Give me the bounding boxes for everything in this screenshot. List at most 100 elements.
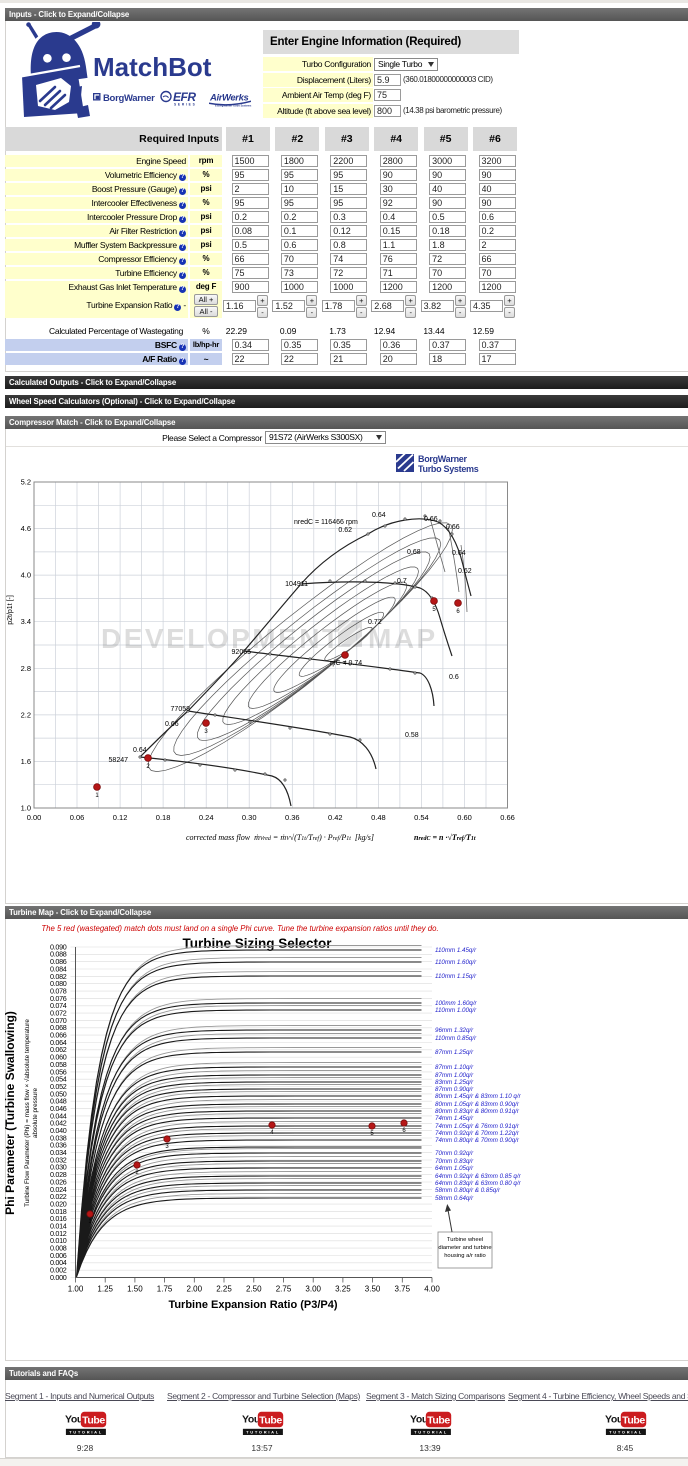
svg-text:2: 2 — [135, 1170, 139, 1176]
svg-text:0.018: 0.018 — [50, 1207, 67, 1216]
svg-text:Turbine Flow Parameter (Phi) =: Turbine Flow Parameter (Phi) = mass flow… — [24, 1019, 31, 1207]
svg-text:0.074: 0.074 — [50, 1001, 67, 1010]
svg-text:4.00: 4.00 — [424, 1285, 440, 1294]
svg-text:58247: 58247 — [109, 757, 129, 764]
svg-text:110mm 1.60q/r: 110mm 1.60q/r — [435, 959, 477, 966]
svg-text:0.006: 0.006 — [50, 1251, 67, 1260]
svg-text:0.088: 0.088 — [50, 950, 67, 959]
svg-text:0.008: 0.008 — [50, 1244, 67, 1253]
svg-text:110mm 1.15q/r: 110mm 1.15q/r — [435, 973, 477, 980]
svg-text:Turbine Sizing Selector: Turbine Sizing Selector — [182, 936, 332, 951]
svg-text:64mm 1.05q/r: 64mm 1.05q/r — [435, 1165, 474, 1172]
svg-text:EFR: EFR — [173, 90, 196, 104]
svg-text:0.004: 0.004 — [50, 1258, 67, 1267]
svg-text:DEVELOPMENT: DEVELOPMENT — [101, 623, 342, 654]
svg-text:0.038: 0.038 — [50, 1133, 67, 1142]
svg-text:absolute pressure: absolute pressure — [32, 1087, 39, 1138]
svg-text:110mm 1.45q/r: 110mm 1.45q/r — [435, 947, 477, 954]
svg-text:0.066: 0.066 — [50, 1031, 67, 1040]
svg-text:87mm 0.90q/r: 87mm 0.90q/r — [435, 1086, 474, 1093]
svg-text:2.25: 2.25 — [216, 1285, 232, 1294]
svg-text:0.042: 0.042 — [50, 1119, 67, 1128]
svg-text:2: 2 — [146, 764, 150, 770]
svg-text:ηiC = 0.74: ηiC = 0.74 — [330, 660, 362, 667]
svg-text:Turbine Expansion Ratio (P3/P4: Turbine Expansion Ratio (P3/P4) — [168, 1299, 337, 1311]
svg-text:74mm 0.92q/r & 70mm 1.22q/r: 74mm 0.92q/r & 70mm 1.22q/r — [435, 1130, 520, 1137]
svg-text:80mm 0.83q/r & 80mm 0.91q/r: 80mm 0.83q/r & 80mm 0.91q/r — [435, 1108, 520, 1115]
svg-text:74mm 0.80q/r & 70mm 0.90q/r: 74mm 0.80q/r & 70mm 0.90q/r — [435, 1137, 520, 1144]
svg-text:0.06: 0.06 — [70, 813, 85, 822]
svg-text:3: 3 — [165, 1144, 169, 1150]
svg-text:1.50: 1.50 — [127, 1285, 143, 1294]
svg-text:4: 4 — [343, 661, 347, 667]
svg-text:6: 6 — [456, 609, 460, 615]
svg-text:corrected mass flow ṁVred = ṁ: corrected mass flow ṁVred = ṁV√(T1t/Tref… — [186, 833, 374, 842]
svg-text:0.002: 0.002 — [50, 1266, 67, 1275]
svg-text:83mm 1.25q/r: 83mm 1.25q/r — [435, 1079, 474, 1086]
svg-text:3.75: 3.75 — [395, 1285, 411, 1294]
svg-text:0.076: 0.076 — [50, 994, 67, 1003]
svg-text:TUTORIAL: TUTORIAL — [69, 1430, 103, 1435]
svg-text:4.0: 4.0 — [21, 571, 31, 580]
svg-text:0.058: 0.058 — [50, 1060, 67, 1069]
svg-text:AirWerks: AirWerks — [209, 93, 248, 104]
svg-text:74mm 1.05q/r & 76mm 0.91q/r: 74mm 1.05q/r & 76mm 0.91q/r — [435, 1123, 520, 1130]
svg-text:housing a/r ratio: housing a/r ratio — [444, 1253, 486, 1259]
svg-text:3.25: 3.25 — [335, 1285, 351, 1294]
svg-text:64mm 0.83q/r & 63mm 0.80 q/r: 64mm 0.83q/r & 63mm 0.80 q/r — [435, 1180, 522, 1187]
svg-text:The 5 red (wastegated) match d: The 5 red (wastegated) match dots must l… — [41, 924, 438, 933]
svg-text:TUTORIAL: TUTORIAL — [414, 1430, 448, 1435]
svg-text:0.62: 0.62 — [338, 527, 352, 534]
svg-text:100mm 1.60q/r: 100mm 1.60q/r — [435, 1000, 478, 1007]
svg-text:0.022: 0.022 — [50, 1192, 67, 1201]
svg-text:You: You — [605, 1414, 623, 1426]
svg-text:0.7: 0.7 — [397, 578, 407, 585]
svg-text:92065: 92065 — [232, 649, 252, 656]
svg-text:58mm 0.80q/r & 0.85q/r: 58mm 0.80q/r & 0.85q/r — [435, 1187, 501, 1194]
svg-text:a BorgWarner Turbo Systems: a BorgWarner Turbo Systems — [215, 103, 252, 107]
svg-text:0.032: 0.032 — [50, 1155, 67, 1164]
svg-text:2.50: 2.50 — [246, 1285, 262, 1294]
svg-text:6: 6 — [402, 1128, 406, 1134]
svg-text:0.070: 0.070 — [50, 1016, 67, 1025]
svg-text:Phi Parameter (Turbine Swallow: Phi Parameter (Turbine Swallowing) — [3, 1011, 17, 1215]
svg-text:p2t/p1t [-]: p2t/p1t [-] — [7, 595, 14, 625]
svg-text:0.044: 0.044 — [50, 1111, 67, 1120]
svg-text:nredC = n ·√Tref/T1t: nredC = n ·√Tref/T1t — [414, 833, 476, 842]
svg-text:0.58: 0.58 — [405, 732, 419, 739]
svg-text:0.18: 0.18 — [156, 813, 171, 822]
svg-text:110mm 1.00q/r: 110mm 1.00q/r — [435, 1007, 477, 1014]
svg-text:77058: 77058 — [171, 706, 191, 713]
svg-text:SERIES: SERIES — [174, 103, 197, 107]
svg-text:4.6: 4.6 — [21, 524, 31, 533]
svg-text:58mm 0.64q/r: 58mm 0.64q/r — [435, 1195, 474, 1202]
svg-text:0.6: 0.6 — [449, 674, 459, 681]
svg-text:Tube: Tube — [259, 1415, 282, 1427]
svg-text:0.036: 0.036 — [50, 1141, 67, 1150]
svg-text:Turbo Systems: Turbo Systems — [418, 464, 479, 474]
svg-text:0.62: 0.62 — [458, 568, 472, 575]
svg-text:TUTORIAL: TUTORIAL — [246, 1430, 280, 1435]
svg-text:0.034: 0.034 — [50, 1148, 67, 1157]
svg-text:0.024: 0.024 — [50, 1185, 67, 1194]
svg-text:0.030: 0.030 — [50, 1163, 67, 1172]
svg-text:0.078: 0.078 — [50, 987, 67, 996]
svg-text:0.014: 0.014 — [50, 1222, 67, 1231]
svg-text:Tube: Tube — [427, 1415, 450, 1427]
svg-text:0.48: 0.48 — [371, 813, 386, 822]
svg-text:2.75: 2.75 — [276, 1285, 292, 1294]
svg-text:MAP: MAP — [368, 623, 438, 654]
svg-text:0.66: 0.66 — [165, 721, 179, 728]
svg-text:0.64: 0.64 — [372, 512, 386, 519]
svg-text:110mm 0.85q/r: 110mm 0.85q/r — [435, 1035, 477, 1042]
svg-text:BorgWarner: BorgWarner — [418, 454, 467, 464]
svg-text:0.054: 0.054 — [50, 1075, 67, 1084]
svg-text:0.016: 0.016 — [50, 1214, 67, 1223]
svg-text:0.68: 0.68 — [407, 549, 421, 556]
svg-text:0.072: 0.072 — [50, 1009, 67, 1018]
svg-text:0.026: 0.026 — [50, 1177, 67, 1186]
svg-text:BorgWarner: BorgWarner — [103, 93, 155, 104]
svg-text:nredC = 116466 rpm: nredC = 116466 rpm — [294, 519, 358, 526]
svg-text:2.8: 2.8 — [21, 664, 31, 673]
svg-text:0.12: 0.12 — [113, 813, 128, 822]
